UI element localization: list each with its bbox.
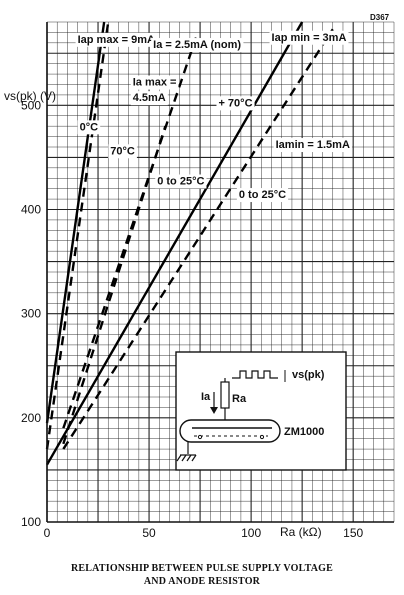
annotation-group: 4.5mA	[130, 91, 168, 106]
cathode-pin-left	[197, 434, 203, 440]
annotation-label: 0°C	[80, 121, 99, 133]
current-arrowhead	[210, 407, 218, 414]
anode-resistor	[220, 381, 230, 409]
tube-type-label: ZM1000	[284, 426, 324, 438]
annotation-background	[77, 120, 101, 135]
y-tick-label: 100	[21, 515, 41, 529]
annotation-group: Iap max = 9mA	[75, 32, 158, 47]
y-tick-labels: 100 200 300 400 500	[21, 98, 41, 529]
x-tick-label: 150	[343, 526, 363, 540]
ra-label: Ra	[232, 393, 247, 405]
x-tick-labels: 0 50 100 150	[44, 526, 364, 540]
annotation-label: 0 to 25°C	[239, 189, 286, 201]
annotation-background	[130, 75, 179, 90]
x-tick-label: 0	[44, 526, 51, 540]
chart-series-layer	[45, 21, 334, 466]
annotation-group: 70°C	[108, 144, 137, 159]
series-line	[62, 28, 334, 450]
series-line	[45, 21, 304, 466]
annotation-group: Iap min = 3mA	[269, 30, 349, 45]
y-tick-label: 500	[21, 98, 41, 112]
annotation-group: 0°C	[77, 120, 101, 135]
annotation-label: + 70°C	[218, 97, 252, 109]
tube-envelope	[179, 419, 281, 443]
annotation-group: Ia = 2.5mA (nom)	[151, 38, 244, 53]
pulse-waveform-icon	[232, 370, 278, 379]
x-axis-title: Ra (kΩ)	[280, 525, 322, 539]
figure-caption-line-1: RELATIONSHIP BETWEEN PULSE SUPPLY VOLTAG…	[71, 563, 333, 574]
circuit-inset: vs(pk) Ra Ia ZM1000	[175, 351, 347, 471]
annotation-group: + 70°C	[216, 96, 255, 111]
annotation-background	[75, 32, 158, 47]
y-tick-label: 400	[21, 203, 41, 217]
annotation-label: Iamin = 1.5mA	[276, 139, 350, 151]
cathode-pin-right	[259, 434, 265, 440]
x-tick-label: 100	[241, 526, 261, 540]
figure-code: D367	[370, 13, 390, 22]
ia-label: Ia	[201, 391, 211, 403]
ground-icon	[176, 454, 197, 462]
vs-pk-label: vs(pk)	[292, 369, 325, 381]
annotation-background	[151, 38, 244, 53]
annotation-label: 4.5mA	[133, 92, 166, 104]
series-line	[45, 21, 106, 424]
annotation-background	[130, 91, 168, 106]
annotation-group: Iamin = 1.5mA	[273, 138, 352, 153]
inset-box	[175, 351, 347, 471]
annotation-label: Ia max =	[133, 77, 177, 89]
series-line	[62, 37, 198, 429]
annotation-label: Iap max = 9mA	[78, 34, 155, 46]
annotation-background	[155, 174, 207, 189]
x-tick-label: 50	[142, 526, 156, 540]
annotation-background	[236, 188, 289, 203]
annotation-label: 0 to 25°C	[157, 176, 204, 188]
y-axis-title: vs(pk) (V)	[4, 89, 56, 103]
annotation-group: 0 to 25°C	[155, 174, 207, 189]
annotation-background	[216, 96, 255, 111]
annotation-group: 0 to 25°C	[236, 188, 289, 203]
annotation-label: Iap min = 3mA	[272, 32, 347, 44]
y-tick-label: 300	[21, 307, 41, 321]
annotation-label: 70°C	[110, 145, 135, 157]
y-tick-label: 200	[21, 411, 41, 425]
annotation-group: Ia max =	[130, 75, 179, 90]
annotation-background	[273, 138, 352, 153]
annotation-background	[108, 144, 137, 159]
annotation-label: Ia = 2.5mA (nom)	[153, 39, 241, 51]
figure-caption-line-2: AND ANODE RESISTOR	[143, 576, 261, 587]
annotation-background	[269, 30, 349, 45]
series-line	[45, 21, 110, 450]
